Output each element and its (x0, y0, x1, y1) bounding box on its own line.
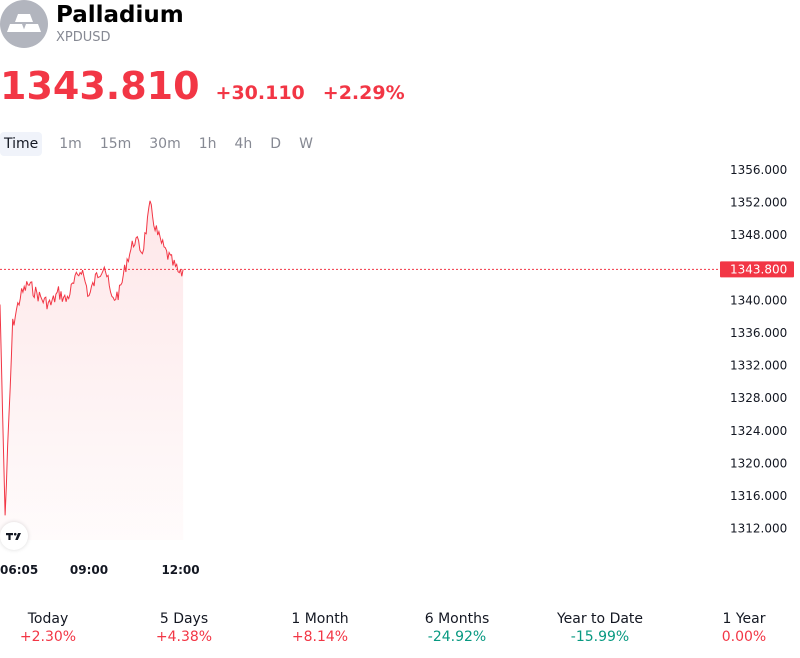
y-axis-tick-label: 1320.000 (730, 456, 787, 470)
tab-15m[interactable]: 15m (99, 136, 132, 152)
perf-year-to-date[interactable]: Year to Date -15.99% (540, 610, 660, 646)
y-axis-tick-label: 1356.000 (730, 163, 787, 177)
symbol-logo (0, 0, 48, 48)
performance-row: Today +2.30% 5 Days +4.38% 1 Month +8.14… (0, 610, 800, 650)
tab-1m[interactable]: 1m (59, 136, 82, 152)
last-price-label: 1343.800 (730, 262, 787, 276)
price-change-percent: +2.29% (322, 82, 405, 104)
perf-today[interactable]: Today +2.30% (0, 610, 108, 646)
tab-w[interactable]: W (299, 136, 313, 152)
y-axis-tick-label: 1332.000 (730, 359, 787, 373)
tab-time[interactable]: Time (0, 132, 43, 156)
perf-value: -15.99% (570, 629, 630, 645)
price-area (0, 200, 184, 541)
perf-value: -24.92% (427, 629, 487, 645)
x-axis-tick-label: 12:00 (161, 563, 199, 577)
price-chart[interactable]: 1343.800 1356.000 1352.000 1348.000 1340.00… (0, 160, 800, 590)
perf-value: +2.30% (19, 629, 77, 645)
instrument-symbol: XPDUSD (56, 30, 111, 45)
perf-label: 1 Month (291, 611, 349, 627)
perf-label: 6 Months (424, 611, 490, 627)
timeframe-tabs: Time 1m 15m 30m 1h 4h D W (0, 132, 322, 156)
price-series-line (0, 200, 184, 516)
tab-4h[interactable]: 4h (234, 136, 253, 152)
perf-label: Today (27, 611, 69, 627)
perf-1-month[interactable]: 1 Month +8.14% (260, 610, 380, 646)
y-axis-tick-label: 1352.000 (730, 196, 787, 210)
tradingview-icon (6, 532, 21, 540)
perf-label: 5 Days (159, 611, 209, 627)
perf-1-year[interactable]: 1 Year 0.00% (684, 610, 800, 646)
gold-bars-icon (7, 14, 41, 32)
price-change: +30.110 (215, 82, 305, 104)
tradingview-logo[interactable] (0, 522, 28, 550)
perf-5-days[interactable]: 5 Days +4.38% (124, 610, 244, 646)
last-price-badge (720, 261, 794, 278)
instrument-title: Palladium (56, 2, 184, 28)
y-axis-tick-label: 1316.000 (730, 489, 787, 503)
perf-value: 0.00% (721, 629, 767, 645)
y-axis-tick-label: 1336.000 (730, 326, 787, 340)
perf-value: +8.14% (291, 629, 349, 645)
y-axis-tick-label: 1324.000 (730, 424, 787, 438)
perf-6-months[interactable]: 6 Months -24.92% (397, 610, 517, 646)
last-price: 1343.810 (0, 64, 200, 108)
y-axis-tick-label: 1312.000 (730, 522, 787, 536)
perf-label: Year to Date (556, 611, 644, 627)
x-axis-tick-label: 06:05 (0, 563, 38, 577)
tab-30m[interactable]: 30m (149, 136, 181, 152)
y-axis-tick-label: 1348.000 (730, 228, 787, 242)
y-axis-tick-label: 1328.000 (730, 391, 787, 405)
x-axis-tick-label: 09:00 (70, 563, 108, 577)
y-axis-tick-label: 1340.000 (730, 293, 787, 307)
quote-row: 1343.810 +30.110 +2.29% (0, 62, 405, 110)
perf-value: +4.38% (155, 629, 213, 645)
perf-label: 1 Year (722, 611, 766, 627)
tab-d[interactable]: D (270, 136, 282, 152)
tab-1h[interactable]: 1h (198, 136, 217, 152)
